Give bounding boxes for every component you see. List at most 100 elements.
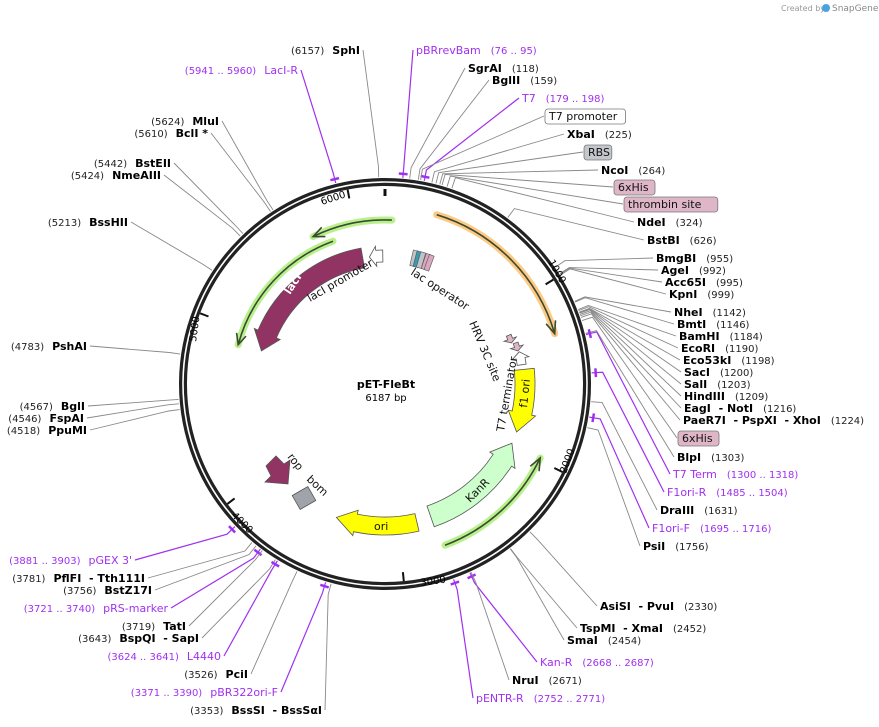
primer-binding-mark: [253, 548, 263, 557]
restriction-site-pcii[interactable]: (3526) PciI: [184, 668, 248, 681]
primer-l4440[interactable]: (3624 .. 3641) L4440: [107, 650, 221, 663]
primer-t7[interactable]: T7 (179 .. 198): [521, 92, 605, 105]
primer-pentr-r[interactable]: pENTR-R (2752 .. 2771): [476, 692, 605, 705]
feature-rbs[interactable]: RBS: [583, 144, 613, 161]
restriction-site-tspmi-xmai[interactable]: TspMI - XmaI (2452): [580, 622, 706, 635]
bom-box[interactable]: [291, 486, 317, 510]
primer-t7-term[interactable]: T7 Term (1300 .. 1318): [672, 468, 798, 481]
restriction-site-pflfi-tth111i[interactable]: (3781) PflFI - Tth111I: [12, 572, 145, 585]
t7-terminator-arrow[interactable]: [511, 351, 531, 366]
label-text: (5610) BclI *: [134, 127, 208, 140]
restriction-site-sphi[interactable]: (6157) SphI: [291, 44, 360, 57]
restriction-site-ndei[interactable]: NdeI (324): [637, 216, 703, 229]
restriction-site-agei[interactable]: AgeI (992): [661, 264, 726, 277]
snapgene-credit[interactable]: Created by SnapGene: [781, 4, 879, 14]
restriction-site-bstbi[interactable]: BstBI (626): [647, 234, 717, 247]
restriction-site-asisi-pvui[interactable]: AsiSI - PvuI (2330): [600, 600, 717, 613]
restriction-site-bmgbi[interactable]: BmgBI (955): [656, 252, 733, 265]
restriction-site-acc65i[interactable]: Acc65I (995): [665, 276, 743, 289]
restriction-site-nmeaiii[interactable]: (5424) NmeAIII: [71, 169, 161, 182]
feature-t7-promoter[interactable]: T7 promoter: [544, 108, 626, 125]
restriction-site-mlui[interactable]: (5624) MluI: [151, 115, 219, 128]
label-position: (2668 .. 2687): [582, 658, 654, 669]
orf-outline-green-1[interactable]: [309, 216, 396, 241]
orf-outline-green-kanr[interactable]: [441, 454, 544, 549]
restriction-site-bcli[interactable]: (5610) BclI *: [134, 127, 208, 140]
primer-laci-r[interactable]: (5941 .. 5960) LacI-R: [185, 64, 299, 77]
ori-arrow[interactable]: [335, 509, 420, 537]
primer-f1ori-f[interactable]: F1ori-F (1695 .. 1716): [652, 522, 771, 535]
orf-outline-green-2[interactable]: [234, 237, 337, 349]
label-position: (3643): [78, 634, 111, 645]
label-position: (955): [706, 254, 733, 265]
restriction-site-draiii[interactable]: DraIII (1631): [660, 504, 738, 517]
restriction-site-bsshii[interactable]: (5213) BssHII: [48, 216, 128, 229]
primer-pbrrevbam[interactable]: pBRrevBam (76 .. 95): [416, 44, 537, 57]
orf-outline-orange[interactable]: [433, 211, 559, 338]
restriction-site-nhei[interactable]: NheI (1142): [674, 306, 746, 319]
restriction-site-bgli[interactable]: (4567) BglI: [20, 400, 85, 413]
restriction-site-sgrai[interactable]: SgrAI (118): [468, 62, 539, 75]
label-leader-line: [86, 403, 179, 419]
restriction-site-bsssi-bsss-i[interactable]: (3353) BssSI - BssSαI: [190, 704, 322, 717]
restriction-site-psii[interactable]: PsiI (1756): [643, 540, 709, 553]
hrv-3c-site-arrow-2[interactable]: [509, 341, 525, 352]
restriction-site-fspai[interactable]: (4546) FspAI: [8, 412, 84, 425]
primer-kan-r[interactable]: Kan-R (2668 .. 2687): [540, 656, 654, 669]
primer-pgex-3[interactable]: (3881 .. 3903) pGEX 3': [9, 554, 132, 567]
label-text: (3643) BspQI - SapI: [78, 632, 199, 645]
restriction-site-ppumi[interactable]: (4518) PpuMI: [7, 424, 87, 437]
restriction-site-ncoi[interactable]: NcoI (264): [601, 164, 665, 177]
restriction-site-ecori[interactable]: EcoRI (1190): [681, 342, 759, 355]
lac-operator-block[interactable]: [415, 251, 427, 269]
restriction-site-eagi-noti[interactable]: EagI - NotI (1216): [684, 402, 796, 415]
label-text: (3624 .. 3641) L4440: [107, 650, 221, 663]
restriction-site-pshai[interactable]: (4783) PshAI: [11, 340, 87, 353]
restriction-site-bglii[interactable]: BglII (159): [492, 74, 557, 87]
label-position: (5941 .. 5960): [185, 66, 257, 77]
restriction-site-eco53ki[interactable]: Eco53kI (1198): [683, 354, 775, 367]
label-leader-line: [417, 79, 490, 180]
label-position: (2330): [684, 602, 717, 613]
primer-prs-marker[interactable]: (3721 .. 3740) pRS-marker: [24, 602, 169, 615]
label-position: (179 .. 198): [546, 94, 605, 105]
restriction-site-bstz17i[interactable]: (3756) BstZ17I: [63, 584, 152, 597]
restriction-site-bspqi-sapi[interactable]: (3643) BspQI - SapI: [78, 632, 199, 645]
restriction-site-blpi[interactable]: BlpI (1303): [677, 451, 744, 464]
restriction-site-xbai[interactable]: XbaI (225): [567, 128, 632, 141]
primer-pbr322ori-f[interactable]: (3371 .. 3390) pBR322ori-F: [131, 686, 278, 699]
restriction-site-bmti[interactable]: BmtI (1146): [677, 318, 750, 331]
label-leader-line: [580, 311, 682, 409]
primer-f1ori-r[interactable]: F1ori-R (1485 .. 1504): [667, 486, 788, 499]
label-name: FspAI: [49, 412, 84, 425]
label-leader-line: [507, 208, 645, 241]
rop-arrow[interactable]: [264, 455, 291, 485]
f1-ori-arrow[interactable]: [507, 367, 537, 433]
label-name: BlpI: [677, 451, 701, 464]
restriction-site-saci[interactable]: SacI (1200): [684, 366, 753, 379]
hrv-3c-site-arrow-1[interactable]: [502, 333, 518, 344]
restriction-site-hindiii[interactable]: HindIII (1209): [684, 390, 768, 403]
restriction-site-paer7i-pspxi-xhoi[interactable]: PaeR7I - PspXI - XhoI (1224): [683, 414, 864, 427]
laci-promoter-arrow[interactable]: [368, 244, 384, 268]
feature-thrombin-site[interactable]: thrombin site: [623, 196, 719, 213]
primer-binding-mark: [330, 176, 340, 182]
restriction-site-bsteii[interactable]: (5442) BstEII: [94, 157, 171, 170]
label-text: (4518) PpuMI: [7, 424, 87, 437]
restriction-site-bamhi[interactable]: BamHI (1184): [679, 330, 763, 343]
feature-6xhis[interactable]: 6xHis: [613, 179, 656, 196]
kanr-arrow[interactable]: [426, 442, 516, 528]
label-position: (6157): [291, 46, 324, 57]
laci-arrow[interactable]: [253, 247, 365, 352]
label-position: (5424): [71, 171, 104, 182]
label-name: HindIII: [684, 390, 725, 403]
label-name: TatI: [163, 620, 186, 633]
label-position: (1631): [704, 506, 737, 517]
restriction-site-smai[interactable]: SmaI (2454): [567, 634, 641, 647]
restriction-site-tati[interactable]: (3719) TatI: [122, 620, 186, 633]
restriction-site-sali[interactable]: SalI (1203): [684, 378, 751, 391]
lac-operator-block[interactable]: [423, 254, 435, 272]
restriction-site-nrui[interactable]: NruI (2671): [512, 674, 582, 687]
restriction-site-kpni[interactable]: KpnI (999): [669, 288, 734, 301]
feature-6xhis[interactable]: 6xHis: [677, 430, 720, 447]
